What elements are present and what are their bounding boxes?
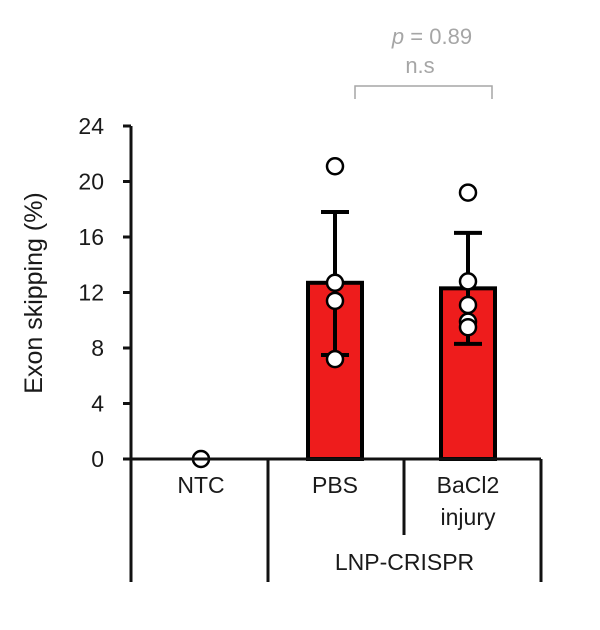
significance-bracket	[354, 85, 493, 99]
group-label: LNP-CRISPR	[335, 549, 474, 575]
y-axis-label: Exon skipping (%)	[20, 192, 48, 393]
data-point	[325, 273, 345, 293]
p-symbol: p	[391, 24, 404, 49]
significance-label: n.s	[405, 53, 434, 78]
data-point	[458, 317, 478, 337]
y-tick-label: 0	[91, 446, 104, 472]
data-point	[325, 291, 345, 311]
p-value-text: = 0.89	[404, 24, 472, 49]
y-tick-label: 20	[78, 169, 104, 195]
y-tick-label: 24	[78, 113, 104, 139]
x-tick-label: BaCl2	[437, 472, 500, 498]
data-point	[458, 295, 478, 315]
data-point	[458, 272, 478, 291]
x-tick-label: NTC	[177, 472, 224, 498]
data-point	[325, 349, 345, 369]
data-point	[458, 183, 478, 202]
y-tick-label: 4	[91, 391, 104, 417]
p-value-label: p = 0.89	[391, 24, 472, 49]
x-tick-label: injury	[441, 504, 496, 530]
y-tick-label: 12	[78, 280, 104, 306]
data-point	[325, 156, 345, 176]
y-tick-label: 8	[91, 335, 104, 361]
y-tick-label: 16	[78, 224, 104, 250]
x-tick-label: PBS	[312, 472, 358, 498]
